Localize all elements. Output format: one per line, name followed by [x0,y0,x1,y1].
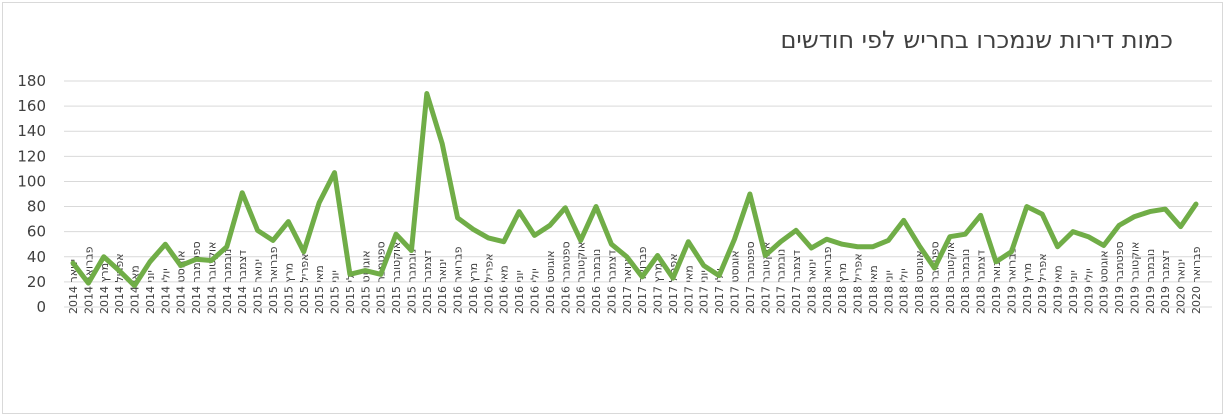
y-tick-label: 40 [27,248,46,266]
x-tick-label: ספטמבר 2017 [744,241,757,314]
x-tick-label: יוני 2016 [513,270,526,314]
x-tick-label: מאי 2014 [129,265,142,314]
x-tick-label: ינואר 2014 [67,259,80,314]
x-tick-label: פברואר 2017 [636,246,649,314]
x-tick-label: מאי 2015 [313,265,326,314]
x-tick-label: ינואר 2015 [252,259,265,314]
x-tick-label: נובמבר 2016 [590,249,603,314]
x-tick-label: אוקטובר 2014 [205,242,218,314]
y-tick-label: 20 [27,273,46,291]
x-tick-label: יוני 2017 [698,270,711,314]
x-tick-label: אוגוסט 2015 [359,250,372,314]
x-tick-label: נובמבר 2017 [775,249,788,314]
y-tick-label: 120 [17,147,46,165]
y-tick-label: 80 [27,198,46,216]
x-tick-label: יוני 2018 [882,270,895,314]
x-tick-label: מרץ 2014 [98,263,111,314]
x-tick-label: אוקטובר 2015 [390,242,403,314]
x-tick-label: דצמבר 2017 [790,250,803,314]
y-tick-label: 60 [27,223,46,241]
x-tick-label: ספטמבר 2016 [559,241,572,314]
x-tick-label: אוקטובר 2016 [575,242,588,314]
series-line [70,91,1199,289]
x-tick-label: אוגוסט 2017 [728,250,741,314]
x-tick-label: ספטמבר 2014 [190,241,203,314]
x-tick-label: אוקטובר 2018 [944,242,957,314]
y-axis-labels: 0 20 40 60 80 100 120 140 160 180 [17,72,46,316]
y-tick-label: 140 [17,122,46,140]
x-tick-label: אפריל 2019 [1036,253,1049,314]
x-tick-label: ספטמבר 2015 [375,241,388,314]
x-tick-label: נובמבר 2015 [405,249,418,314]
series-layer [70,91,1199,289]
x-tick-label: יולי 2016 [529,268,542,314]
x-tick-label: פברואר 2020 [1190,246,1203,314]
x-tick-label: אפריל 2018 [852,253,865,314]
x-tick-label: ינואר 2018 [805,259,818,314]
x-tick-label: יולי 2014 [159,268,172,314]
x-tick-label: יולי 2019 [1082,268,1095,314]
x-tick-label: ינואר 2020 [1175,259,1188,314]
x-tick-label: דצמבר 2015 [421,250,434,314]
x-tick-label: יוני 2019 [1067,270,1080,314]
x-tick-label: ינואר 2016 [436,259,449,314]
x-tick-label: מאי 2019 [1052,265,1065,314]
chart-title: כמות דירות שנמכרו בחריש לפי חודשים [780,26,1173,54]
y-tick-label: 0 [36,298,46,316]
x-tick-label: יוני 2015 [329,270,342,314]
x-tick-label: מרץ 2019 [1021,263,1034,314]
y-tick-label: 100 [17,172,46,190]
x-tick-label: נובמבר 2018 [959,249,972,314]
x-tick-label: פברואר 2015 [267,246,280,314]
x-tick-label: יולי 2015 [344,268,357,314]
x-tick-label: אפריל 2015 [298,253,311,314]
x-tick-label: יוני 2014 [144,270,157,314]
x-tick-label: נובמבר 2014 [221,249,234,314]
x-tick-label: מרץ 2017 [652,263,665,314]
x-tick-label: אפריל 2016 [482,253,495,314]
x-tick-label: פברואר 2019 [1005,246,1018,314]
x-tick-label: נובמבר 2019 [1144,249,1157,314]
x-tick-label: דצמבר 2016 [605,250,618,314]
x-tick-label: אפריל 2014 [113,253,126,314]
y-tick-label: 160 [17,97,46,115]
x-tick-label: מאי 2016 [498,265,511,314]
x-tick-label: אוגוסט 2016 [544,250,557,314]
x-tick-label: אוגוסט 2018 [913,250,926,314]
x-tick-label: ספטמבר 2019 [1113,241,1126,314]
x-tick-label: יולי 2018 [898,268,911,314]
y-tick-label: 180 [17,72,46,90]
x-tick-label: אוקטובר 2019 [1128,242,1141,314]
x-tick-label: אוקטובר 2017 [759,242,772,314]
x-tick-label: מרץ 2015 [282,263,295,314]
x-tick-label: מאי 2018 [867,265,880,314]
x-tick-label: פברואר 2016 [452,246,465,314]
x-tick-label: מרץ 2018 [836,263,849,314]
x-tick-label: פברואר 2018 [821,246,834,314]
x-tick-label: ינואר 2017 [621,259,634,314]
x-tick-label: מאי 2017 [682,265,695,314]
x-tick-label: אוגוסט 2019 [1098,250,1111,314]
x-tick-label: ינואר 2019 [990,259,1003,314]
x-tick-label: דצמבר 2019 [1159,250,1172,314]
x-tick-label: יולי 2017 [713,268,726,314]
x-tick-label: דצמבר 2018 [975,250,988,314]
x-tick-label: מרץ 2016 [467,263,480,314]
x-tick-label: דצמבר 2014 [236,250,249,314]
